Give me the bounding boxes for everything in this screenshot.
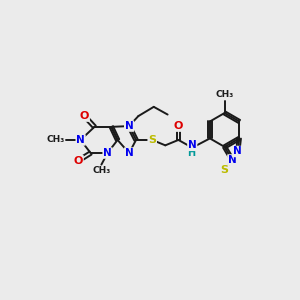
Text: O: O [80, 111, 89, 121]
Text: CH₃: CH₃ [46, 136, 64, 145]
Text: N: N [228, 155, 237, 165]
Text: N: N [103, 148, 112, 158]
Text: O: O [74, 156, 83, 166]
Text: CH₃: CH₃ [92, 166, 110, 175]
Text: N: N [188, 140, 197, 150]
Text: O: O [174, 121, 183, 131]
Text: N: N [125, 148, 134, 158]
Text: S: S [148, 135, 156, 145]
Text: N: N [76, 135, 85, 145]
Text: S: S [220, 165, 229, 175]
Text: CH₃: CH₃ [215, 90, 234, 99]
Text: N: N [233, 146, 242, 157]
Text: N: N [125, 121, 134, 131]
Text: H: H [188, 148, 196, 158]
